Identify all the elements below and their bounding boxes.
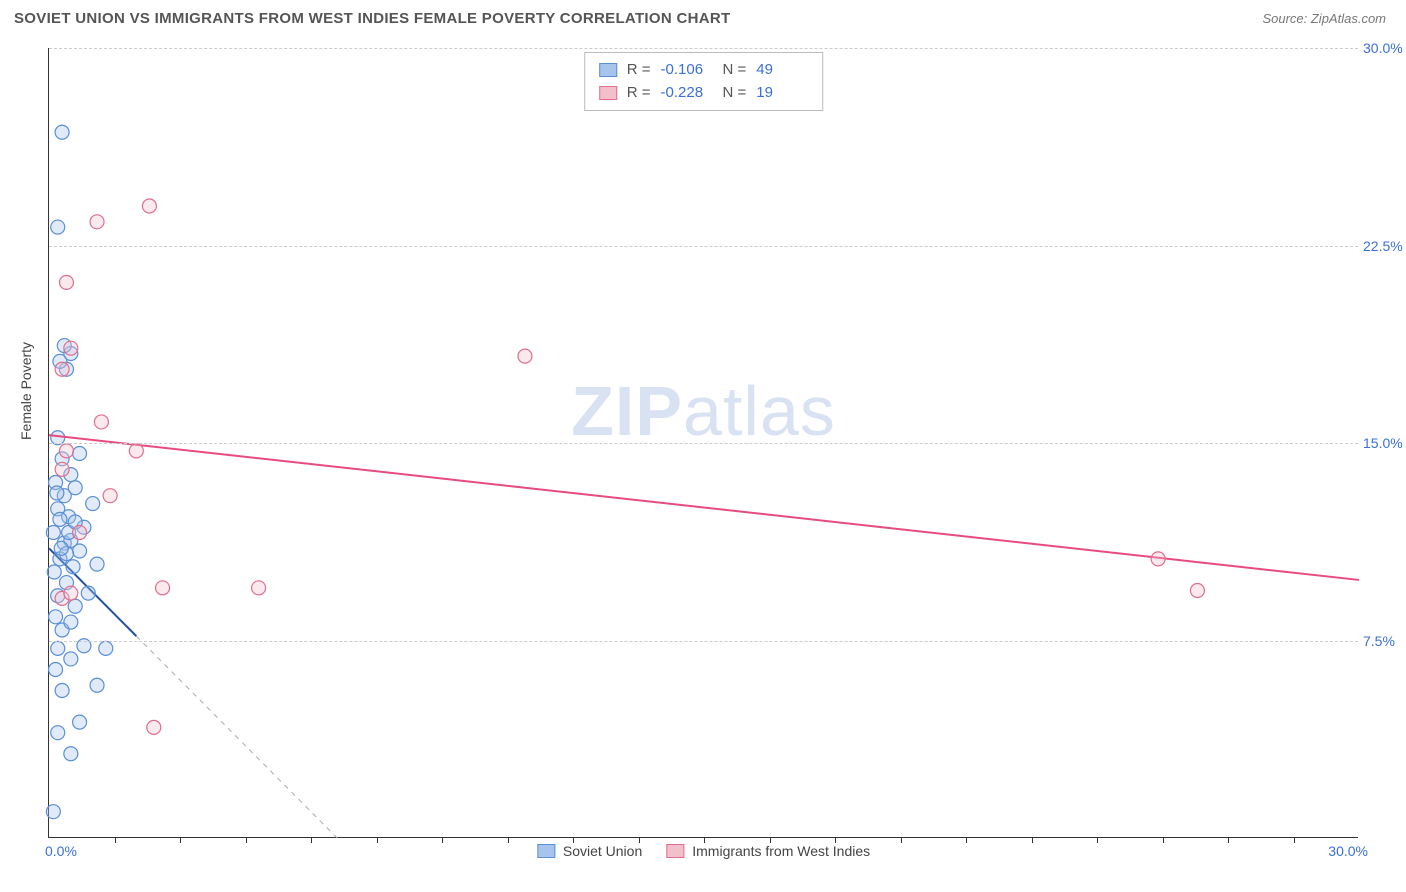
swatch-series-1b xyxy=(666,844,684,858)
header: SOVIET UNION VS IMMIGRANTS FROM WEST IND… xyxy=(0,0,1406,37)
swatch-series-0 xyxy=(599,63,617,77)
x-minor-tick xyxy=(1032,837,1033,843)
legend-stats-row: R = -0.228 N = 19 xyxy=(599,82,809,105)
r-value-0: -0.106 xyxy=(661,59,713,82)
gridline xyxy=(49,443,1358,444)
x-minor-tick xyxy=(1228,837,1229,843)
gridline xyxy=(49,641,1358,642)
x-minor-tick xyxy=(508,837,509,843)
x-minor-tick xyxy=(639,837,640,843)
legend-stats: R = -0.106 N = 49 R = -0.228 N = 19 xyxy=(584,52,824,111)
chart-title: SOVIET UNION VS IMMIGRANTS FROM WEST IND… xyxy=(14,10,730,27)
legend-item: Soviet Union xyxy=(537,843,642,859)
source-label: Source: ZipAtlas.com xyxy=(1262,11,1386,26)
x-minor-tick xyxy=(115,837,116,843)
chart-plot-area: ZIPatlas R = -0.106 N = 49 R = -0.228 N … xyxy=(48,48,1358,838)
x-minor-tick xyxy=(1163,837,1164,843)
x-minor-tick xyxy=(246,837,247,843)
y-axis-label: Female Poverty xyxy=(18,342,34,440)
swatch-series-1 xyxy=(599,86,617,100)
x-minor-tick xyxy=(442,837,443,843)
r-value-1: -0.228 xyxy=(661,82,713,105)
x-minor-tick xyxy=(377,837,378,843)
x-minor-tick xyxy=(311,837,312,843)
x-minor-tick xyxy=(1097,837,1098,843)
x-minor-tick xyxy=(1294,837,1295,843)
x-tick-end: 30.0% xyxy=(1328,843,1368,859)
legend-series: Soviet Union Immigrants from West Indies xyxy=(537,843,870,859)
x-minor-tick xyxy=(770,837,771,843)
y-tick-label: 7.5% xyxy=(1363,633,1406,649)
x-minor-tick xyxy=(180,837,181,843)
y-tick-label: 30.0% xyxy=(1363,40,1406,56)
y-tick-label: 15.0% xyxy=(1363,435,1406,451)
x-minor-tick xyxy=(835,837,836,843)
x-minor-tick xyxy=(704,837,705,843)
n-value-1: 19 xyxy=(756,82,808,105)
gridline xyxy=(49,246,1358,247)
x-minor-tick xyxy=(966,837,967,843)
x-minor-tick xyxy=(573,837,574,843)
x-minor-tick xyxy=(901,837,902,843)
gridline xyxy=(49,48,1358,49)
legend-stats-row: R = -0.106 N = 49 xyxy=(599,59,809,82)
x-tick-origin: 0.0% xyxy=(45,843,77,859)
n-value-0: 49 xyxy=(756,59,808,82)
legend-item: Immigrants from West Indies xyxy=(666,843,870,859)
swatch-series-0b xyxy=(537,844,555,858)
y-tick-label: 22.5% xyxy=(1363,238,1406,254)
